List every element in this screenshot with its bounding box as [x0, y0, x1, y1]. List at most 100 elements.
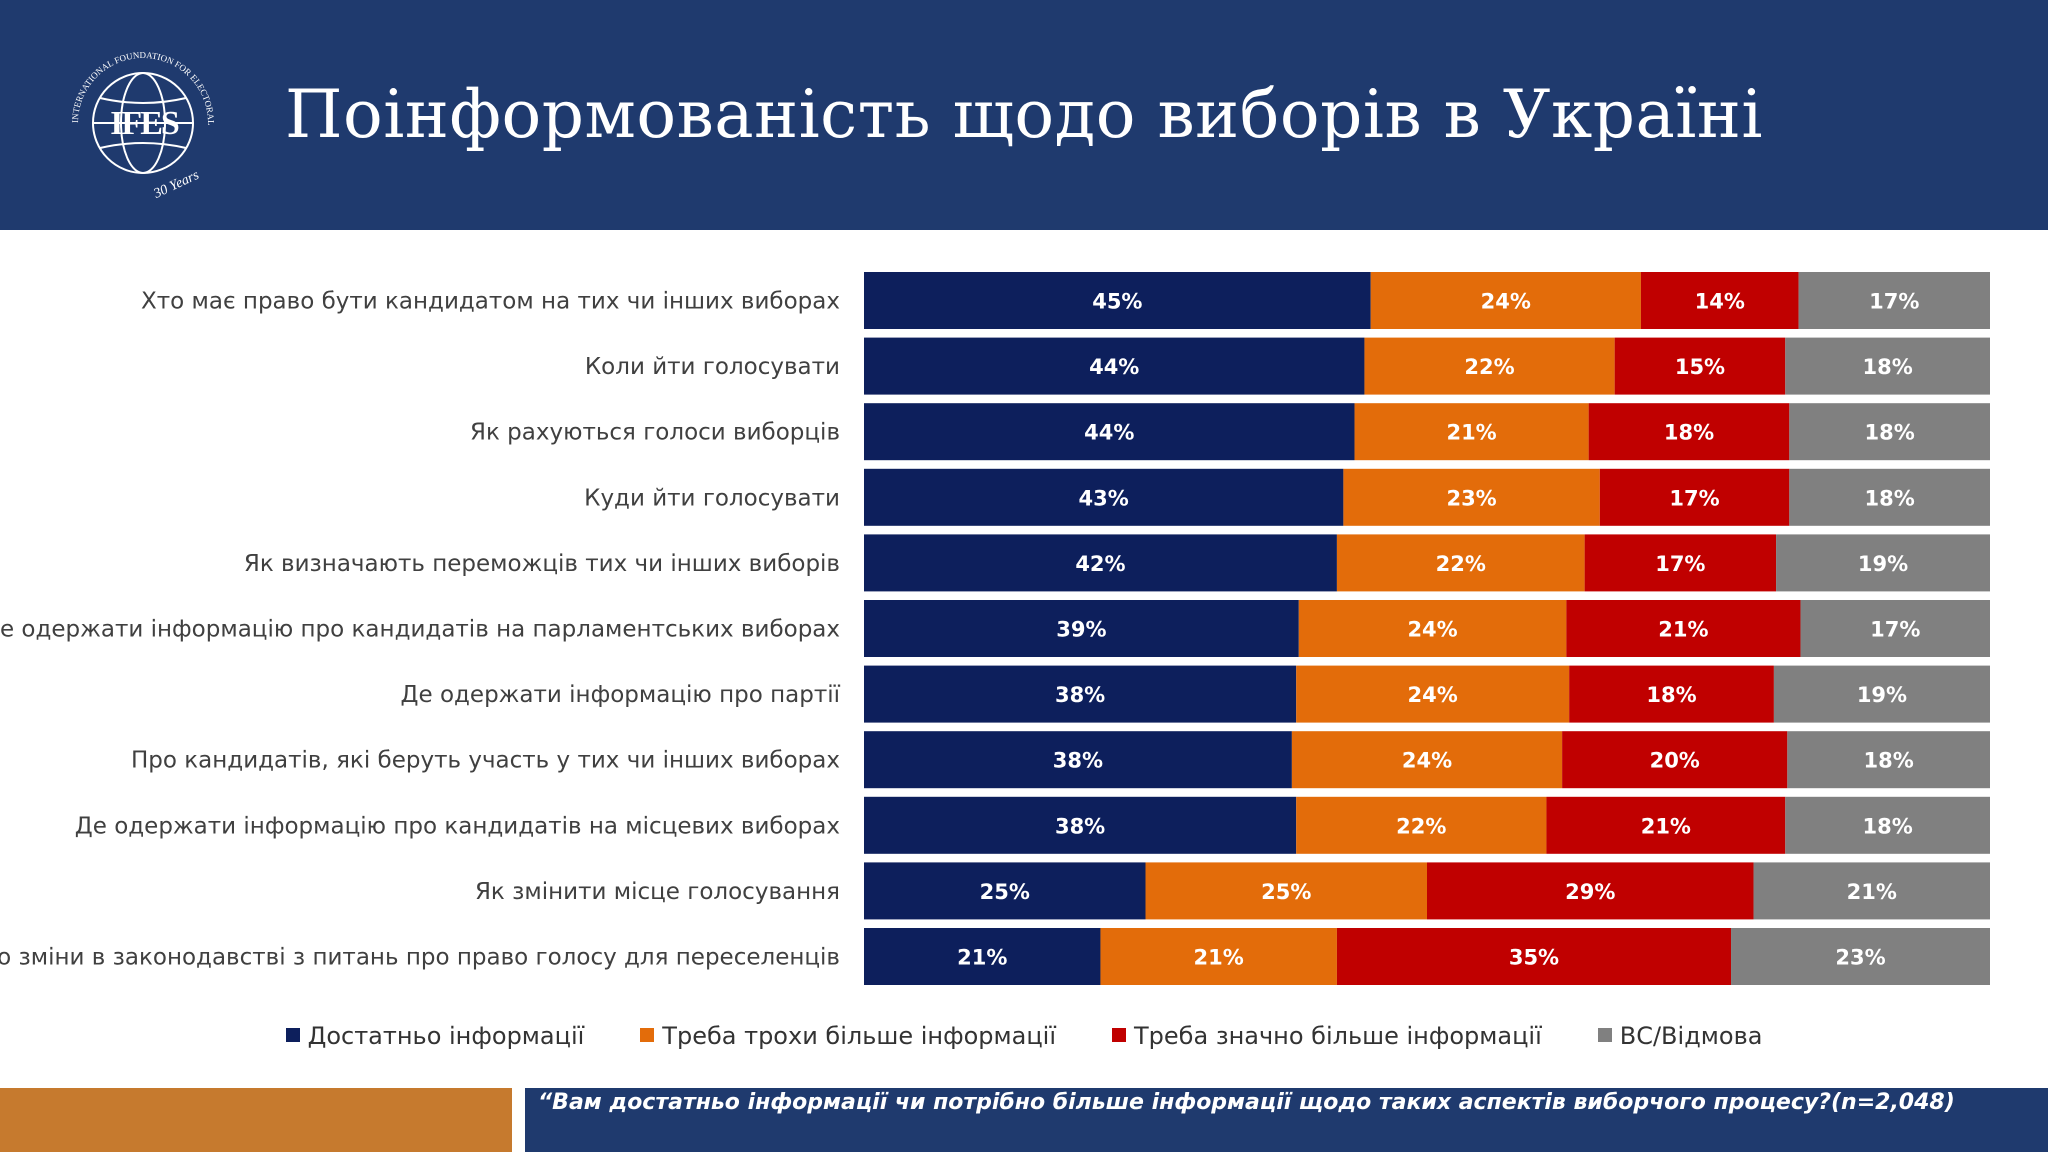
data-label: 22% [1436, 552, 1486, 576]
legend-swatch [285, 1027, 300, 1042]
data-label: 15% [1675, 355, 1725, 379]
data-label: 44% [1084, 421, 1134, 445]
bar-segment-series-2 [1298, 600, 1567, 657]
legend-label: Треба трохи більше інформації [662, 1021, 1057, 1050]
data-label: 38% [1055, 814, 1105, 838]
bar-segment-series-2 [1364, 337, 1615, 395]
bar-segment-series-3 [1588, 403, 1790, 461]
bar-segment-series-4 [1789, 403, 1990, 461]
data-label: 24% [1481, 290, 1531, 314]
data-label: 19% [1858, 552, 1908, 576]
data-label: 18% [1863, 814, 1913, 838]
survey-question-footnote: “Вам достатньо інформації чи потрібно бі… [538, 1090, 1955, 1115]
bar-segment-series-3 [1546, 796, 1786, 854]
bar-segment-series-1 [864, 862, 1146, 920]
data-label: 22% [1396, 814, 1446, 838]
bar-segment-series-2 [1354, 403, 1589, 461]
bar-segment-series-1 [864, 468, 1344, 526]
category-label: Де одержати інформацію про кандидатів на… [0, 617, 840, 643]
data-label: 24% [1407, 618, 1457, 642]
data-label: 17% [1870, 618, 1920, 642]
bar-segment-series-1 [864, 534, 1337, 592]
data-label: 25% [1261, 880, 1311, 904]
category-label: Як рахуються голоси виборців [470, 420, 840, 446]
bar-segment-series-2 [1291, 731, 1563, 789]
data-label: 38% [1055, 683, 1105, 707]
bar-segment-series-1 [864, 731, 1292, 789]
bar-segment-series-4 [1785, 796, 1990, 854]
bar-segment-series-1 [864, 337, 1365, 395]
bar-segment-series-3 [1562, 731, 1788, 789]
bar-segment-series-3 [1584, 534, 1777, 592]
footer-accent-bar [0, 1088, 512, 1152]
legend-swatch [1597, 1027, 1612, 1042]
data-label: 44% [1089, 355, 1139, 379]
bar-segment-series-3 [1569, 665, 1774, 723]
bar-segment-series-3 [1566, 600, 1801, 657]
data-label: 24% [1408, 683, 1458, 707]
page-title: Поінформованість щодо виборів в Україні [284, 76, 1764, 153]
bar-segment-series-3 [1427, 862, 1754, 920]
category-label: Коли йти голосувати [585, 354, 840, 380]
data-label: 18% [1664, 421, 1714, 445]
data-label: 21% [1658, 618, 1708, 642]
legend-item: Треба трохи більше інформації [640, 1021, 1056, 1050]
data-label: 18% [1646, 683, 1696, 707]
bar-segment-series-2 [1336, 534, 1585, 592]
data-label: 18% [1865, 486, 1915, 510]
bar-segment-series-4 [1789, 468, 1990, 526]
data-label: 20% [1650, 749, 1700, 773]
data-label: 39% [1056, 618, 1106, 642]
ifes-logo: INTERNATIONAL FOUNDATION FOR ELECTORAL S… [58, 38, 216, 203]
data-label: 17% [1655, 552, 1705, 576]
data-label: 21% [1641, 814, 1691, 838]
data-label: 21% [1847, 880, 1897, 904]
globe-icon [92, 72, 194, 174]
logo-anniversary: 30 Years [151, 168, 202, 203]
bar-segment-series-3 [1599, 468, 1790, 526]
data-label: 35% [1509, 946, 1559, 970]
logo-letters: IFES [110, 105, 179, 142]
bar-segment-series-4 [1787, 731, 1990, 789]
bar-segment-series-4 [1753, 862, 1990, 920]
legend-item: Достатньо інформації [285, 1021, 585, 1050]
legend-label: Достатньо інформації [307, 1021, 585, 1050]
bar-segment-series-1 [864, 796, 1297, 854]
bar-segment-series-3 [1640, 272, 1799, 329]
legend-swatch [1112, 1027, 1127, 1042]
bar-segment-series-2 [1370, 272, 1641, 329]
data-label: 24% [1402, 749, 1452, 773]
bar-segment-series-4 [1731, 928, 1990, 985]
data-label: 21% [957, 946, 1007, 970]
category-label: Про кандидатів, які беруть участь у тих … [131, 748, 840, 774]
bar-segment-series-4 [1798, 272, 1990, 329]
bar-segment-series-3 [1336, 928, 1732, 985]
legend-item: Треба значно більше інформації [1112, 1021, 1542, 1050]
data-label: 18% [1864, 749, 1914, 773]
data-label: 29% [1565, 880, 1615, 904]
legend-label: ВС/Відмова [1619, 1021, 1763, 1050]
bar-segment-series-1 [864, 665, 1297, 723]
data-label: 22% [1464, 355, 1514, 379]
data-label: 17% [1669, 486, 1719, 510]
data-label: 18% [1863, 355, 1913, 379]
bar-segment-series-4 [1773, 665, 1990, 723]
bar-segment-series-4 [1776, 534, 1990, 592]
data-label: 21% [1194, 946, 1244, 970]
bar-segment-series-1 [864, 272, 1371, 329]
footer-bar [525, 1088, 2048, 1152]
bar-segment-series-2 [1145, 862, 1427, 920]
category-label: Куди йти голосувати [584, 485, 840, 511]
bar-segment-series-2 [1296, 796, 1547, 854]
data-label: 25% [980, 880, 1030, 904]
legend-item: ВС/Відмова [1597, 1021, 1763, 1050]
bar-segment-series-4 [1800, 600, 1990, 657]
category-label: Хто має право бути кандидатом на тих чи … [141, 289, 840, 315]
legend-label: Треба значно більше інформації [1134, 1021, 1542, 1050]
data-label: 43% [1079, 486, 1129, 510]
data-label: 14% [1695, 290, 1745, 314]
bar-segment-series-2 [1296, 665, 1570, 723]
category-label: Про зміни в законодавстві з питань про п… [0, 945, 840, 971]
bar-segment-series-1 [864, 600, 1299, 657]
bar-segment-series-1 [864, 403, 1355, 461]
